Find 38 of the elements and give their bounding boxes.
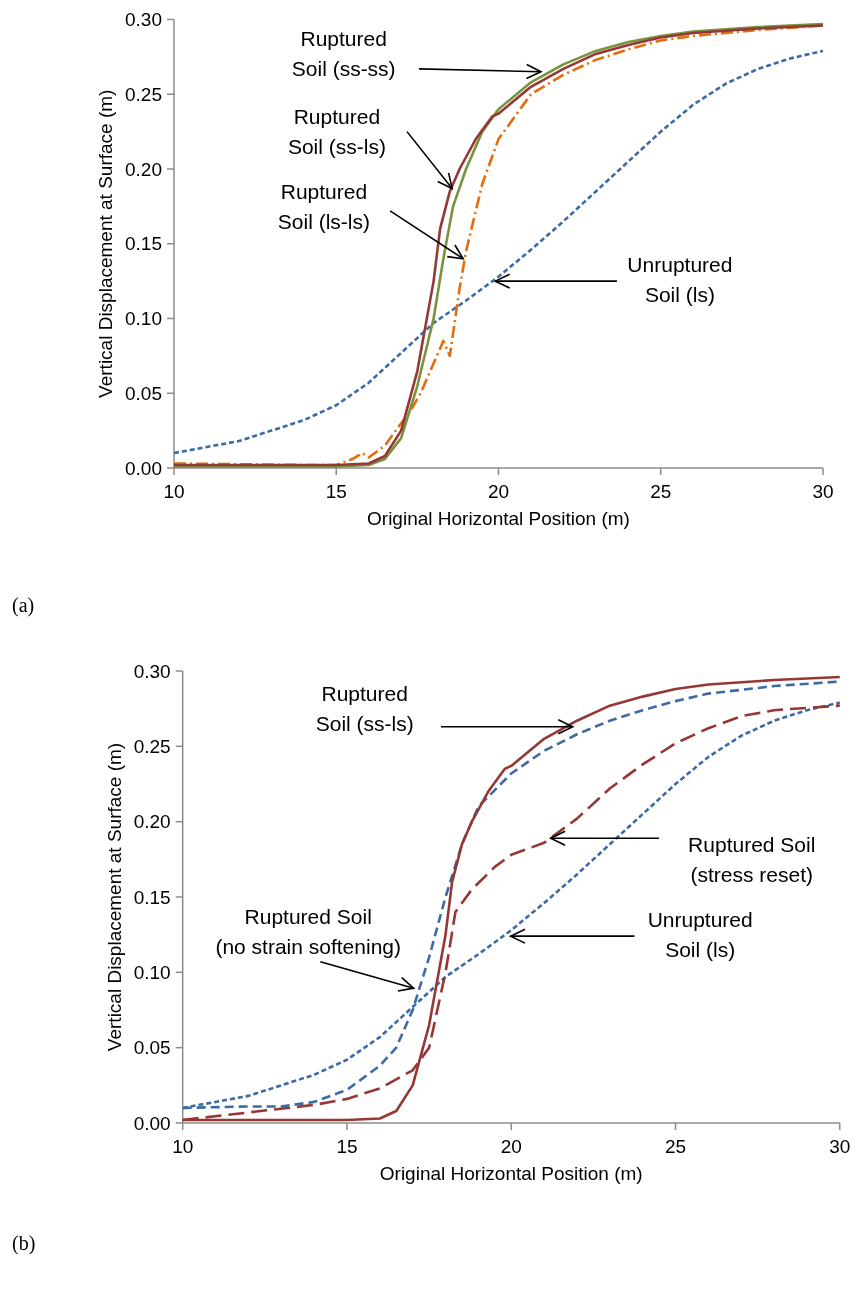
x-axis-title: Original Horizontal Position (m) (379, 1163, 643, 1184)
y-tick-label: 0.05 (125, 382, 162, 404)
y-axis-title: Vertical Displacement at Surface (m) (103, 742, 125, 1052)
y-tick-label: 0.20 (125, 158, 162, 180)
x-tick-label: 10 (163, 481, 185, 502)
y-tick-label: 0.15 (125, 233, 162, 255)
x-tick-label: 25 (664, 1136, 687, 1157)
annotation: Ruptured Soil (ls-ls) (277, 179, 370, 233)
annotation: Unruptured Soil (ls) (647, 908, 753, 962)
x-tick-label: 20 (487, 481, 510, 502)
y-tick-label: 0.20 (133, 811, 171, 833)
x-axis-title: Original Horizontal Position (m) (367, 508, 630, 529)
x-tick-label: 30 (829, 1136, 851, 1157)
y-tick-label: 0.25 (125, 83, 162, 105)
annotation: Ruptured Soil (ss-ls) (315, 682, 414, 736)
y-tick-label: 0.15 (133, 886, 171, 908)
y-tick-label: 0.05 (133, 1037, 171, 1059)
y-tick-label: 0.10 (125, 308, 162, 330)
text: (b) (12, 1232, 36, 1255)
annotation: Unruptured Soil (ls) (627, 253, 733, 307)
annotation: Ruptured Soil (ss-ss) (291, 27, 396, 81)
y-tick-label: 0.30 (125, 9, 162, 31)
x-tick-label: 10 (172, 1136, 194, 1157)
y-tick-label: 0.25 (133, 735, 171, 757)
x-tick-label: 20 (500, 1136, 522, 1157)
annotation: Ruptured Soil (stress reset) (688, 832, 816, 886)
annotation: Ruptured Soil (ss-ls) (287, 105, 386, 159)
y-tick-label: 0.30 (133, 660, 171, 682)
y-axis-title: Vertical Displacement at Surface (m) (95, 89, 116, 398)
x-tick-label: 15 (325, 481, 347, 502)
y-tick-label: 0.00 (133, 1112, 171, 1134)
y-tick-label: 0.10 (133, 961, 171, 983)
x-tick-label: 30 (812, 481, 834, 502)
x-tick-label: 15 (336, 1136, 358, 1157)
x-tick-label: 25 (650, 481, 672, 502)
annotation: Ruptured Soil (no strain softening) (215, 905, 402, 959)
y-tick-label: 0.00 (125, 457, 162, 479)
text: (a) (12, 594, 35, 617)
